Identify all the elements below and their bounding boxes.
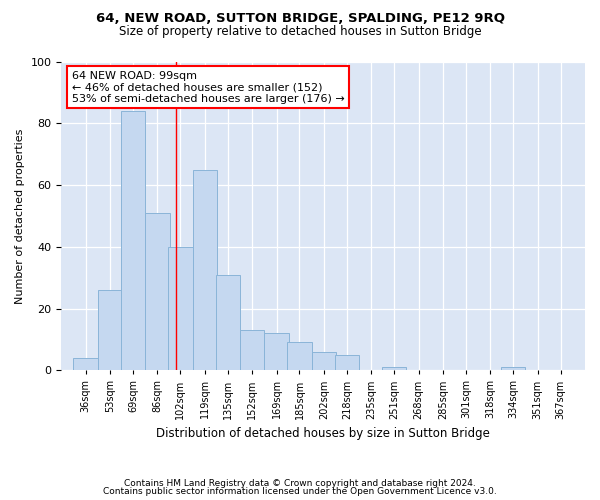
Bar <box>501 367 526 370</box>
Text: 64, NEW ROAD, SUTTON BRIDGE, SPALDING, PE12 9RQ: 64, NEW ROAD, SUTTON BRIDGE, SPALDING, P… <box>95 12 505 26</box>
Bar <box>193 170 217 370</box>
Bar <box>73 358 98 370</box>
Bar <box>121 111 145 370</box>
Text: Contains public sector information licensed under the Open Government Licence v3: Contains public sector information licen… <box>103 487 497 496</box>
Bar <box>168 247 193 370</box>
X-axis label: Distribution of detached houses by size in Sutton Bridge: Distribution of detached houses by size … <box>156 427 490 440</box>
Bar <box>335 355 359 370</box>
Bar <box>382 367 406 370</box>
Text: 64 NEW ROAD: 99sqm
← 46% of detached houses are smaller (152)
53% of semi-detach: 64 NEW ROAD: 99sqm ← 46% of detached hou… <box>72 71 344 104</box>
Bar <box>287 342 311 370</box>
Bar <box>145 213 170 370</box>
Bar <box>98 290 122 370</box>
Bar <box>311 352 336 370</box>
Bar <box>240 330 265 370</box>
Text: Size of property relative to detached houses in Sutton Bridge: Size of property relative to detached ho… <box>119 25 481 38</box>
Bar <box>215 274 240 370</box>
Y-axis label: Number of detached properties: Number of detached properties <box>15 128 25 304</box>
Bar <box>265 333 289 370</box>
Text: Contains HM Land Registry data © Crown copyright and database right 2024.: Contains HM Land Registry data © Crown c… <box>124 478 476 488</box>
